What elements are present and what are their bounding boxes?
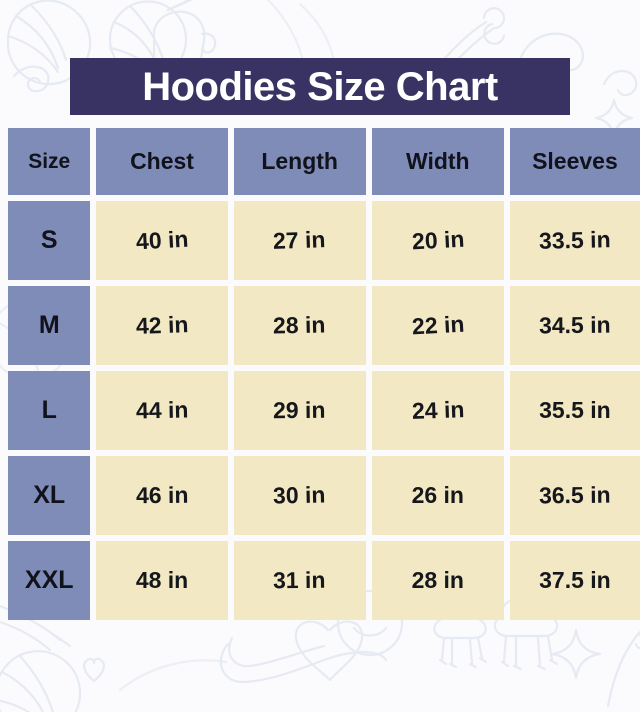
sleeves-value: 34.5 in — [538, 311, 611, 339]
row-size-cell: L — [8, 371, 91, 450]
page-title-banner: Hoodies Size Chart — [70, 58, 570, 115]
width-value: 24 in — [411, 396, 465, 424]
width-value: 28 in — [411, 567, 464, 593]
row-length-cell: 28 in — [233, 286, 366, 365]
header-cell-sleeves: Sleeves — [509, 128, 640, 195]
row-size-cell: XXL — [8, 541, 91, 620]
page-title: Hoodies Size Chart — [142, 64, 498, 109]
row-length-cell: 29 in — [233, 371, 366, 450]
size-label: XXL — [24, 566, 74, 594]
sleeves-value: 33.5 in — [538, 226, 611, 254]
length-value: 27 in — [272, 226, 327, 254]
row-length-cell: 30 in — [233, 456, 366, 535]
table-row: L 44 in 29 in 24 in 35.5 in — [0, 371, 640, 450]
row-length-cell: 27 in — [233, 201, 366, 280]
row-sleeves-cell: 36.5 in — [509, 456, 640, 535]
chest-value: 42 in — [135, 311, 189, 339]
width-value: 26 in — [411, 482, 464, 508]
header-label-length: Length — [261, 148, 338, 174]
chest-value: 40 in — [135, 225, 189, 255]
width-value: 20 in — [410, 225, 465, 255]
row-width-cell: 26 in — [371, 456, 504, 535]
row-sleeves-cell: 33.5 in — [509, 201, 640, 280]
sleeves-value: 37.5 in — [539, 567, 611, 593]
size-label: L — [41, 396, 57, 424]
row-chest-cell: 42 in — [96, 286, 228, 365]
table-row: S 40 in 27 in 20 in 33.5 in — [0, 201, 640, 280]
header-label-size: Size — [28, 150, 71, 173]
row-width-cell: 24 in — [371, 371, 504, 450]
header-label-sleeves: Sleeves — [532, 148, 618, 174]
size-label: S — [40, 226, 58, 254]
table-row: M 42 in 28 in 22 in 34.5 in — [0, 286, 640, 365]
size-label: M — [38, 311, 60, 339]
length-value: 30 in — [273, 481, 327, 509]
row-chest-cell: 48 in — [96, 541, 228, 620]
size-chart-table: Size Chest Length Width Sleeves S 40 in — [0, 128, 640, 620]
row-sleeves-cell: 35.5 in — [509, 371, 640, 450]
row-chest-cell: 40 in — [96, 201, 228, 280]
size-label: XL — [33, 481, 66, 509]
row-size-cell: XL — [8, 456, 91, 535]
chest-value: 44 in — [135, 396, 189, 424]
row-width-cell: 28 in — [371, 541, 504, 620]
table-row: XXL 48 in 31 in 28 in 37.5 in — [0, 541, 640, 620]
sleeves-value: 36.5 in — [538, 481, 611, 509]
header-label-chest: Chest — [130, 148, 194, 174]
width-value: 22 in — [410, 310, 465, 340]
header-cell-width: Width — [371, 128, 504, 195]
row-chest-cell: 46 in — [96, 456, 228, 535]
header-label-width: Width — [405, 148, 470, 174]
row-size-cell: M — [8, 286, 91, 365]
row-size-cell: S — [8, 201, 91, 280]
row-width-cell: 22 in — [371, 286, 504, 365]
row-sleeves-cell: 34.5 in — [509, 286, 640, 365]
chest-value: 46 in — [135, 481, 189, 509]
length-value: 28 in — [273, 311, 327, 339]
header-cell-length: Length — [233, 128, 366, 195]
header-cell-chest: Chest — [96, 128, 228, 195]
length-value: 31 in — [273, 566, 326, 594]
length-value: 29 in — [273, 396, 326, 424]
row-length-cell: 31 in — [233, 541, 366, 620]
row-chest-cell: 44 in — [96, 371, 228, 450]
header-cell-size: Size — [8, 128, 91, 195]
table-row: XL 46 in 30 in 26 in 36.5 in — [0, 456, 640, 535]
row-width-cell: 20 in — [371, 201, 504, 280]
table-header-row: Size Chest Length Width Sleeves — [0, 128, 640, 195]
sleeves-value: 35.5 in — [539, 397, 611, 423]
row-sleeves-cell: 37.5 in — [509, 541, 640, 620]
chest-value: 48 in — [135, 567, 189, 593]
